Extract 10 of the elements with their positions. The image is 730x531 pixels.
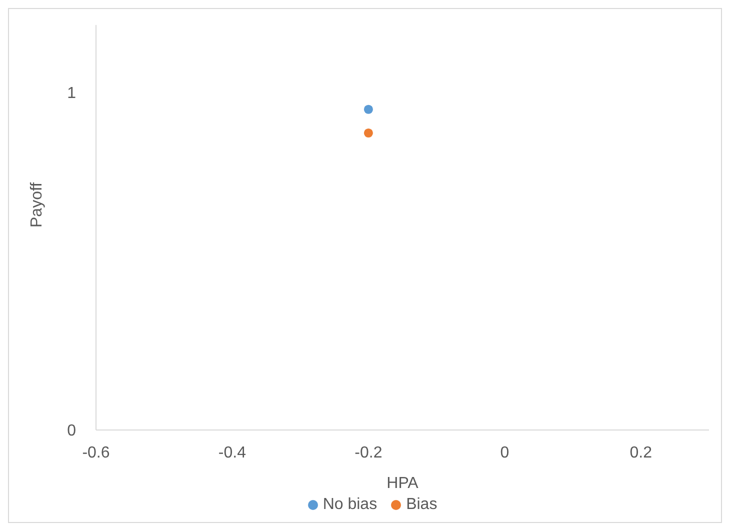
x-axis-title: HPA [386, 475, 419, 492]
y-tick-label: 1 [67, 85, 76, 102]
x-tick-label: -0.4 [218, 444, 246, 462]
legend-label: Bias [405, 496, 438, 514]
x-tick-label: -0.2 [354, 444, 382, 462]
x-tick-label: 0 [500, 444, 510, 462]
legend-label: No bias [322, 496, 378, 514]
y-axis-title: Payoff [28, 182, 46, 228]
x-tick-label: 0.2 [630, 444, 652, 462]
x-tick-label: -0.6 [82, 444, 110, 462]
